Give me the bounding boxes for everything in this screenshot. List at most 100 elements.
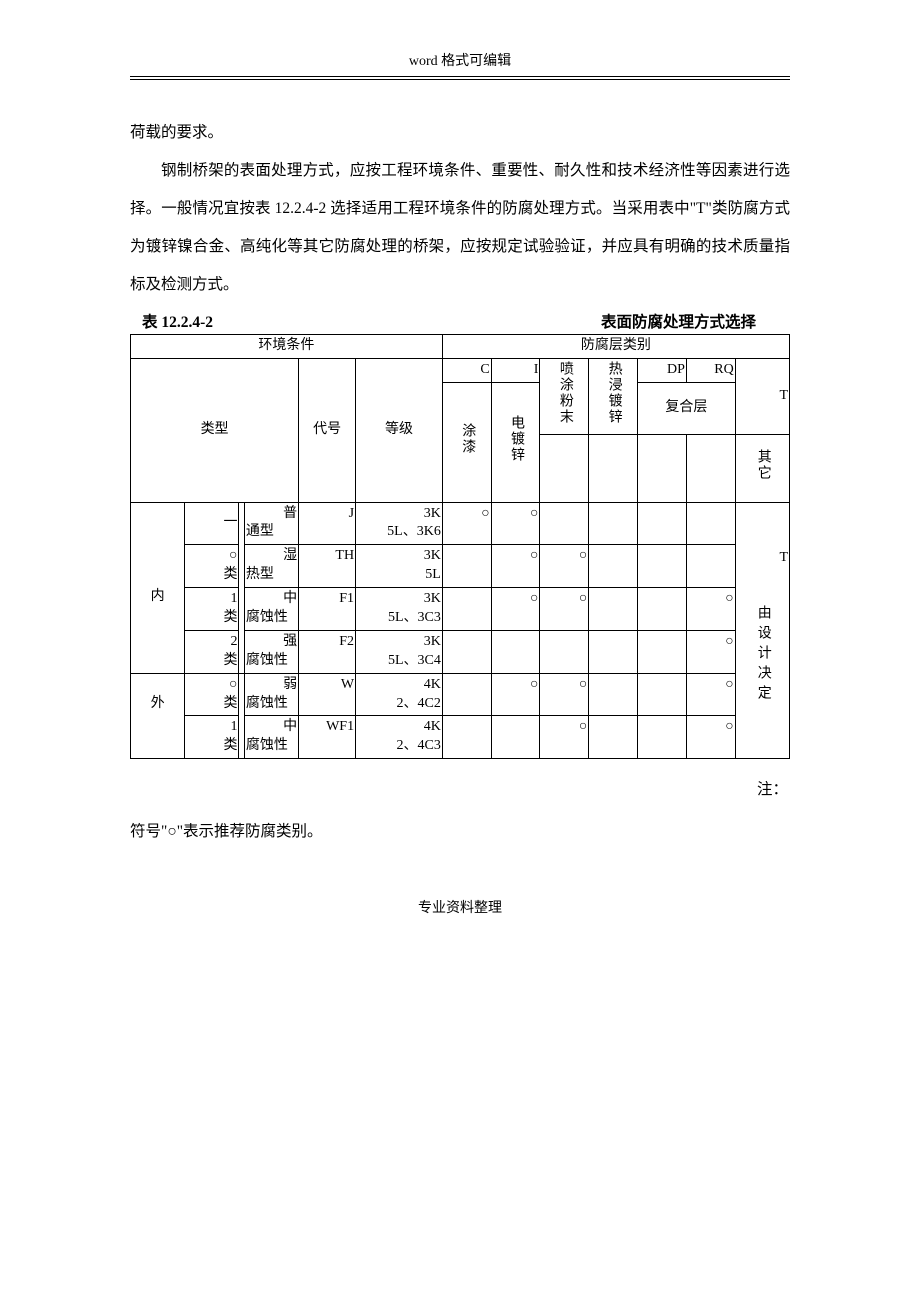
- th-empty-4: [686, 434, 735, 502]
- table-row: ○类 湿热型 TH 3K5L ○ ○: [131, 545, 790, 588]
- cell-c6-5: ○: [686, 716, 735, 759]
- cell-c4-5: [589, 716, 638, 759]
- cell-c1-5: [442, 716, 491, 759]
- cell-c4-2: [589, 588, 638, 631]
- th-t: T: [735, 358, 789, 434]
- th-rq: RQ: [686, 358, 735, 382]
- table-caption-right: 表面防腐处理方式选择: [601, 310, 790, 332]
- cell-dh-0: J: [299, 502, 356, 545]
- table-row: 1类 中腐蚀性 WF1 4K2、4C3 ○ ○: [131, 716, 790, 759]
- cell-c1-0: ○: [442, 502, 491, 545]
- th-layer: 防腐层类别: [442, 334, 789, 358]
- cell-dh-3: F2: [299, 630, 356, 673]
- cell-c3-2: ○: [540, 588, 589, 631]
- header-rule: [130, 79, 790, 80]
- cell-c1-4: [442, 673, 491, 716]
- th-rejinduxin: 热浸镀锌: [589, 358, 638, 434]
- note-body: 符号"○"表示推荐防腐类别。: [130, 813, 790, 851]
- cell-c1-2: [442, 588, 491, 631]
- cell-c3-0: [540, 502, 589, 545]
- paragraph-2: 钢制桥架的表面处理方式，应按工程环境条件、重要性、耐久性和技术经济性等因素进行选…: [130, 152, 790, 304]
- cell-c5-4: [638, 673, 687, 716]
- table-caption: 表 12.2.4-2 表面防腐处理方式选择: [130, 310, 790, 332]
- th-qita: 其它: [735, 434, 789, 502]
- th-c: C: [442, 358, 491, 382]
- cell-c5-2: [638, 588, 687, 631]
- table-caption-left: 表 12.2.4-2: [130, 310, 213, 332]
- cell-loc-outer: 外: [131, 673, 185, 759]
- cell-c2-3: [491, 630, 540, 673]
- cell-c2-0: ○: [491, 502, 540, 545]
- cell-c2-2: ○: [491, 588, 540, 631]
- cell-t1-0: 一: [185, 502, 239, 545]
- cell-c6-1: [686, 545, 735, 588]
- note-prefix: 注：: [130, 777, 790, 799]
- cell-s1-5: 中腐蚀性: [244, 716, 298, 759]
- paragraph-1: 荷载的要求。: [130, 114, 790, 152]
- th-tuqi: 涂漆: [442, 382, 491, 502]
- cell-c2-1: ○: [491, 545, 540, 588]
- cell-c3-4: ○: [540, 673, 589, 716]
- cell-s1-3: 强腐蚀性: [244, 630, 298, 673]
- cell-c5-1: [638, 545, 687, 588]
- th-env: 环境条件: [131, 334, 443, 358]
- th-i: I: [491, 358, 540, 382]
- cell-dh-4: W: [299, 673, 356, 716]
- th-dengji: 等级: [356, 358, 443, 502]
- th-fuheceng: 复合层: [638, 382, 736, 434]
- th-empty-1: [540, 434, 589, 502]
- cell-s1-1: 湿热型: [244, 545, 298, 588]
- cell-c3-3: [540, 630, 589, 673]
- cell-dj-5: 4K2、4C3: [356, 716, 443, 759]
- table-row: 内 一 普通型 J 3K5L、3K6 ○ ○ T由设计决定: [131, 502, 790, 545]
- cell-s1-0: 普通型: [244, 502, 298, 545]
- table-row: 2类 强腐蚀性 F2 3K5L、3C4 ○: [131, 630, 790, 673]
- cell-c6-0: [686, 502, 735, 545]
- cell-t1-1: ○类: [185, 545, 239, 588]
- cell-dh-1: TH: [299, 545, 356, 588]
- cell-t1-2: 1类: [185, 588, 239, 631]
- cell-c5-5: [638, 716, 687, 759]
- cell-dh-5: WF1: [299, 716, 356, 759]
- table-row: 1类 中腐蚀性 F1 3K5L、3C3 ○ ○ ○: [131, 588, 790, 631]
- cell-t1-3: 2类: [185, 630, 239, 673]
- table-row: 外 ○类 弱腐蚀性 W 4K2、4C2 ○ ○ ○: [131, 673, 790, 716]
- cell-c5-3: [638, 630, 687, 673]
- cell-dj-4: 4K2、4C2: [356, 673, 443, 716]
- cell-t1-5: 1类: [185, 716, 239, 759]
- cell-c6-2: ○: [686, 588, 735, 631]
- th-pentufenmo: 喷涂粉末: [540, 358, 589, 434]
- table-header-row-1: 环境条件 防腐层类别: [131, 334, 790, 358]
- table-12-2-4-2: 环境条件 防腐层类别 类型 代号 等级 C I 喷涂粉末 热浸镀锌 DP RQ …: [130, 334, 790, 759]
- cell-c4-0: [589, 502, 638, 545]
- table-header-row-2: 类型 代号 等级 C I 喷涂粉末 热浸镀锌 DP RQ T: [131, 358, 790, 382]
- cell-c6-3: ○: [686, 630, 735, 673]
- cell-dj-0: 3K5L、3K6: [356, 502, 443, 545]
- cell-c4-4: [589, 673, 638, 716]
- cell-loc-inner: 内: [131, 502, 185, 673]
- cell-c6-4: ○: [686, 673, 735, 716]
- cell-s1-2: 中腐蚀性: [244, 588, 298, 631]
- cell-sidecol: T由设计决定: [735, 502, 789, 759]
- th-empty-3: [638, 434, 687, 502]
- th-dp: DP: [638, 358, 687, 382]
- page-footer: 专业资料整理: [130, 897, 790, 917]
- cell-c4-1: [589, 545, 638, 588]
- cell-dj-2: 3K5L、3C3: [356, 588, 443, 631]
- cell-c2-5: [491, 716, 540, 759]
- cell-c3-5: ○: [540, 716, 589, 759]
- cell-dj-3: 3K5L、3C4: [356, 630, 443, 673]
- cell-s1-4: 弱腐蚀性: [244, 673, 298, 716]
- cell-c4-3: [589, 630, 638, 673]
- cell-c5-0: [638, 502, 687, 545]
- cell-dh-2: F1: [299, 588, 356, 631]
- cell-c2-4: ○: [491, 673, 540, 716]
- th-empty-2: [589, 434, 638, 502]
- th-dianduxin: 电镀锌: [491, 382, 540, 502]
- cell-c3-1: ○: [540, 545, 589, 588]
- cell-dj-1: 3K5L: [356, 545, 443, 588]
- page-header: word 格式可编辑: [130, 50, 790, 77]
- cell-t1-4: ○类: [185, 673, 239, 716]
- cell-c1-1: [442, 545, 491, 588]
- th-daihao: 代号: [299, 358, 356, 502]
